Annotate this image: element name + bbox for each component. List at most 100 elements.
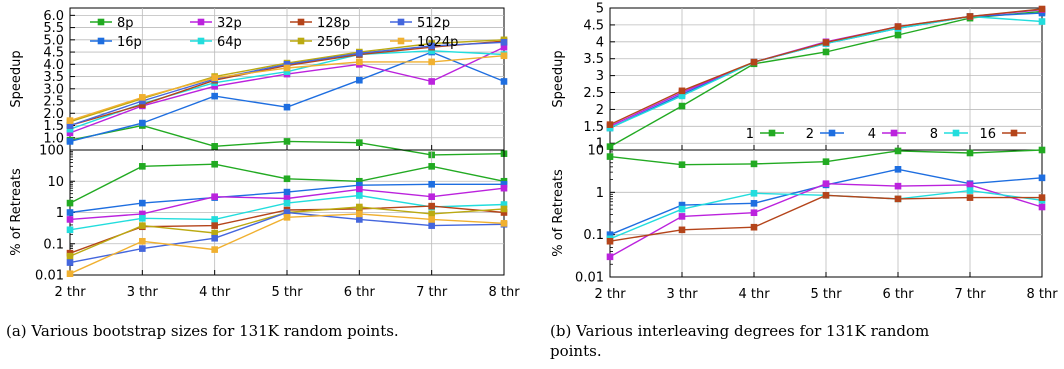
series-128p-point (211, 222, 218, 229)
y-tick-label: 4.5 (583, 18, 604, 33)
legend-item-512p: 512p (390, 16, 450, 31)
series-64p-point (139, 215, 146, 222)
series-512p-point (139, 245, 146, 252)
legend-item-1: 1 (746, 127, 784, 142)
chart-b-retreats: 0.01 0.1 1 10 2 thr 3 thr 4 thr 5 thr 6 thr 7 thr… (551, 144, 1058, 303)
series-8-point (750, 189, 758, 197)
series-16-point (966, 13, 974, 20)
y-tick-label: 10 (47, 175, 64, 190)
series-1024p-point (139, 237, 146, 245)
series-1024p-point (66, 117, 74, 124)
series-32p-point (283, 195, 291, 202)
series-64p-point (428, 47, 435, 55)
series-64p-point (283, 199, 291, 207)
y-tick-label: 5.0 (43, 33, 64, 48)
series-2-point (750, 200, 758, 207)
series-16-point (750, 58, 758, 66)
series-4-point (822, 180, 830, 187)
legend-label: 16p (117, 35, 142, 50)
y-tick-label: 3.5 (583, 52, 604, 67)
legend-label: 512p (417, 16, 450, 31)
y-tick-label: 2.5 (43, 95, 64, 110)
y-tick-label: 4.0 (43, 58, 64, 73)
series-16p-point (356, 181, 363, 189)
y-tick-label: 1.5 (43, 119, 64, 134)
caption-a: (a) Various bootstrap sizes for 131K ran… (6, 322, 399, 340)
series-512p-point (428, 222, 435, 229)
series-32p-point (66, 216, 74, 223)
x-tick-label: 2 thr (594, 287, 626, 302)
y-axis-label: Speedup (9, 50, 24, 107)
series-8p-point (66, 199, 74, 207)
series-256p-point (66, 252, 74, 260)
series-64p-point (500, 201, 508, 208)
series-8-point (1038, 18, 1046, 25)
series-8p-point (211, 160, 218, 168)
y-axis-label: % of Retreats (9, 168, 24, 256)
series-16p-point (356, 76, 363, 84)
legend-swatch-marker (890, 129, 898, 137)
series-64p-point (66, 226, 74, 234)
series-1-point (750, 160, 758, 168)
series-16-point (966, 194, 974, 201)
y-tick-label: 0.1 (583, 228, 604, 243)
series-32p-point (428, 78, 435, 85)
series-64p-point (356, 192, 363, 199)
series-1-point (606, 143, 614, 150)
legend-item-256p: 256p (290, 35, 350, 50)
series-1-point (678, 161, 686, 168)
series-4-point (966, 181, 974, 189)
y-tick-label: 2.5 (583, 86, 604, 101)
series-16-point (678, 87, 686, 95)
series-32p-point (500, 184, 508, 192)
series-32p-point (211, 193, 218, 201)
series-16p-point (283, 188, 291, 196)
series-16-point (1038, 5, 1046, 13)
series-1024p-point (428, 216, 435, 223)
series-8p-point (283, 175, 291, 183)
series-16-point (894, 23, 902, 30)
series-1024p-point (283, 214, 291, 221)
y-tick-label: 6.0 (43, 9, 64, 24)
legend-label: 4 (868, 127, 876, 142)
series-32p-point (500, 43, 508, 51)
x-tick-label: 3 thr (666, 287, 698, 302)
series-16p-point (211, 92, 218, 100)
series-32p-point (66, 129, 74, 137)
legend-label: 16 (979, 127, 996, 142)
series-64p-point (211, 216, 218, 223)
legend-label: 1024p (417, 35, 458, 50)
legend-swatch-marker (197, 37, 205, 45)
series-32p-point (428, 193, 435, 201)
legend-label: 8p (117, 16, 134, 31)
y-tick-label: 3.0 (43, 82, 64, 97)
series-16-point (606, 237, 614, 245)
series-1024p-point (428, 58, 435, 66)
legend-swatch-marker (97, 37, 105, 45)
series-16-point (822, 39, 830, 46)
series-8-point (966, 187, 974, 194)
x-tick-label: 5 thr (810, 287, 842, 302)
x-tick-label: 8 thr (488, 285, 520, 300)
x-tick-label: 5 thr (271, 285, 303, 300)
y-tick-label: 1 (56, 206, 64, 221)
legend-swatch-marker (768, 129, 776, 137)
series-1024p-point (500, 220, 508, 227)
series-2-point (606, 231, 614, 238)
series-64p-point (66, 125, 74, 133)
series-8p-point (283, 138, 291, 145)
series-256p-point (211, 229, 218, 237)
series-1024p-point (283, 64, 291, 72)
legend-swatch-marker (952, 129, 960, 137)
series-16p-point (500, 180, 508, 188)
series-512p-point (283, 209, 291, 216)
series-256p-point (356, 203, 363, 211)
series-4-point (678, 213, 686, 220)
series-128p-point (428, 202, 435, 210)
x-tick-label: 6 thr (882, 287, 914, 302)
series-1024p-point (139, 94, 146, 101)
series-32p-point (356, 186, 363, 193)
chart-a-retreats: 0.01 0.1 1 10 100 2 thr 3 thr 4 thr 5 thr 6 thr 7 … (9, 144, 520, 301)
y-tick-label: 1.0 (43, 131, 64, 146)
legend-label: 64p (217, 35, 242, 50)
